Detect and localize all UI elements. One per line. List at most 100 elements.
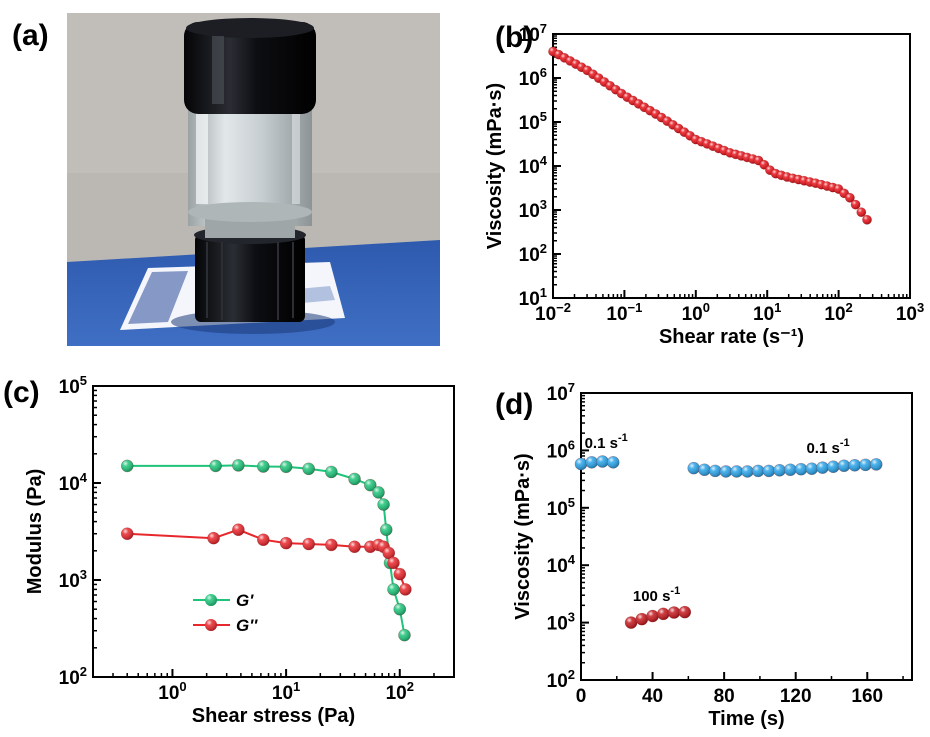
data-point-shade (302, 462, 315, 475)
data-point-shade (805, 462, 818, 475)
chart-b-viscosity-vs-shear-rate: 10−2 10−1 100 101 102 103 101 102 103 104 105 106 10… (484, 21, 924, 348)
data-point-shade (668, 606, 681, 619)
y-tick-label: 101 (519, 285, 547, 310)
y-axis-title: Modulus (Pa) (24, 469, 46, 595)
data-point-shade (377, 498, 390, 511)
x-tick-label: 160 (851, 686, 883, 707)
data-point-shade (399, 583, 412, 596)
y-tick-label: 103 (519, 197, 547, 222)
data-point-shade (387, 583, 400, 596)
data-point-shade (232, 523, 245, 536)
rate-annotation: 0.1 s-1 (806, 437, 849, 457)
data-point-shade (348, 472, 361, 485)
legend-marker-shade (205, 594, 217, 606)
panel-c-label: (c) (3, 376, 40, 409)
data-point-shade (348, 540, 361, 553)
x-tick-label: 102 (386, 679, 414, 704)
plot-frame (92, 385, 455, 678)
data-point-shade (585, 456, 598, 469)
data-point-shade (364, 479, 377, 492)
x-tick-label: 120 (780, 686, 812, 707)
y-tick-label: 104 (547, 552, 576, 577)
vial-photo (67, 13, 440, 346)
legend: G' G'' (193, 591, 258, 635)
series-0 (548, 46, 872, 225)
x-tick-label: 100 (158, 679, 186, 704)
legend-label: G'' (236, 616, 258, 635)
y-tick-label: 107 (547, 380, 575, 405)
data-point-shade (257, 460, 270, 473)
data-point-shade (596, 455, 609, 468)
data-point-shade (687, 462, 700, 475)
y-tick-label: 105 (519, 109, 547, 134)
x-tick-label: 0 (576, 686, 587, 707)
data-point-shade (372, 486, 385, 499)
y-tick-label: 106 (547, 437, 575, 462)
vial-lid (195, 234, 305, 322)
y-tick-label: 107 (519, 21, 547, 46)
data-point-shade (280, 537, 293, 550)
data-point-shade (719, 465, 732, 478)
data-point-shade (280, 460, 293, 473)
x-tick-label: 40 (642, 686, 663, 707)
series-line (127, 464, 406, 636)
x-tick-label: 101 (272, 679, 300, 704)
y-tick-label: 106 (519, 65, 547, 90)
data-point-shade (121, 527, 134, 540)
data-point-shade (698, 463, 711, 476)
data-point-shade (207, 532, 220, 545)
x-axis-title: Time (s) (708, 708, 784, 730)
data-point-shade (646, 610, 659, 623)
data-point-shade (302, 538, 315, 551)
data-point-shade (827, 460, 840, 473)
x-tick-label: 103 (896, 300, 924, 325)
data-point-shade (325, 538, 338, 551)
legend-marker-shade (205, 619, 217, 631)
data-point-shade (607, 456, 620, 469)
rate-annotation: 100 s-1 (633, 585, 680, 605)
data-point-shade (784, 463, 797, 476)
data-point-shade (730, 465, 743, 478)
data-point-shade (845, 193, 855, 203)
x-tick-label: 10−1 (606, 300, 642, 325)
data-point-shade (575, 457, 587, 470)
y-tick-label: 103 (547, 610, 575, 635)
x-axis-title: Shear stress (Pa) (192, 705, 355, 727)
x-tick-label: 100 (682, 300, 710, 325)
x-tick-label: 102 (824, 300, 852, 325)
y-axis-title: Viscosity (mPa·s) (484, 83, 506, 249)
data-point-shade (859, 458, 872, 471)
x-tick-label: 10−2 (535, 300, 571, 325)
data-point-shade (325, 465, 338, 478)
chart-c-modulus-vs-shear-stress: 100 101 102 102 103 104 105 Shear stress (Pa) Mo… (24, 373, 455, 727)
data-point-shade (816, 461, 829, 474)
y-tick-label: 102 (547, 667, 575, 692)
data-point-shade (380, 523, 393, 536)
data-point-shade (382, 546, 395, 559)
series-0 (574, 455, 620, 471)
panel-b-label: (b) (495, 21, 533, 54)
data-point-shade (795, 463, 808, 476)
chart-d-viscosity-vs-time: 0 40 80 120 160 102 103 104 105 106 107 Time (s) Vis… (512, 380, 913, 730)
y-tick-label: 103 (59, 567, 87, 592)
y-axis-title: Viscosity (mPa·s) (512, 453, 534, 619)
data-point-shade (393, 603, 406, 616)
panel-d-label: (d) (495, 388, 533, 421)
data-point-shade (257, 533, 270, 546)
y-tick-label: 105 (547, 495, 575, 520)
data-point-shade (387, 556, 400, 569)
data-point-shade (657, 607, 670, 620)
x-axis-title: Shear rate (s⁻¹) (659, 326, 804, 348)
data-point-shade (121, 459, 134, 472)
data-point-shade (762, 464, 775, 477)
data-point-shade (393, 568, 406, 581)
y-tick-label: 104 (519, 153, 548, 178)
x-tick-label: 101 (753, 300, 781, 325)
data-point-shade (856, 207, 866, 217)
y-tick-label: 102 (519, 241, 547, 266)
y-tick-label: 105 (59, 373, 87, 398)
series-0 (120, 459, 411, 642)
legend-label: G' (236, 591, 254, 610)
data-point-shade (848, 459, 861, 472)
plot-frame (552, 33, 911, 299)
